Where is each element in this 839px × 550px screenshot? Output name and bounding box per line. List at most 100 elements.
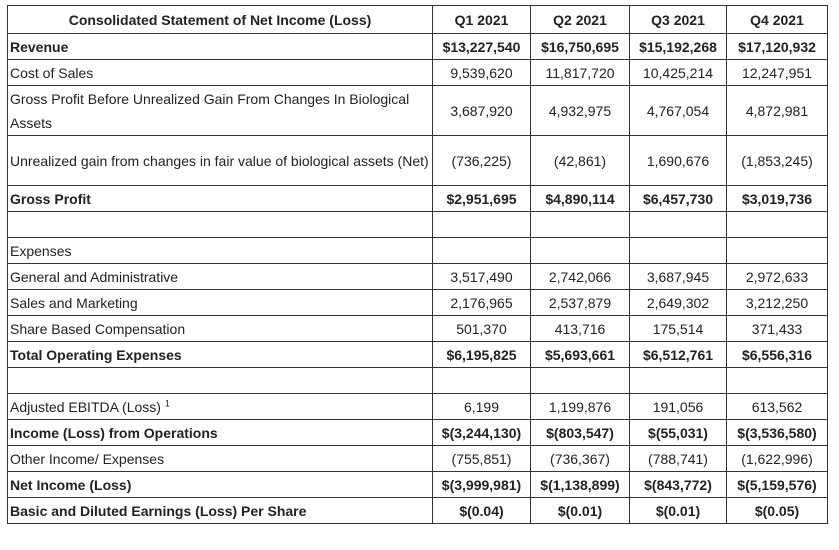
value-cell: 1,690,676: [629, 135, 727, 186]
value-cell: 413,716: [530, 315, 630, 342]
label-text: Cost of Sales: [10, 64, 94, 81]
row: General and Administrative 3,517,490 2,742…: [7, 263, 828, 290]
value-cell: $6,457,730: [629, 185, 727, 212]
row: Expenses: [7, 237, 828, 264]
row: Revenue $13,227,540 $16,750,695 $15,192,268…: [7, 33, 828, 60]
value-cell: (736,225): [432, 135, 531, 186]
row-label: Income (Loss) from Operations: [7, 419, 433, 446]
empty-cell: [629, 237, 727, 264]
label-text: Share Based Compensation: [10, 320, 186, 337]
value-cell: 11,817,720: [530, 59, 630, 86]
empty-cell: [726, 367, 828, 394]
value-cell: 501,370: [432, 315, 531, 342]
column-header: Q4 2021: [726, 5, 828, 34]
value-cell: $(0.01): [629, 497, 727, 524]
row-label: General and Administrative: [7, 263, 433, 290]
value-cell: $6,512,761: [629, 341, 727, 368]
row-label: Other Income/ Expenses: [7, 445, 433, 472]
label-text: Expenses: [10, 242, 72, 259]
value-cell: 2,537,879: [530, 289, 630, 316]
value-cell: $6,556,316: [726, 341, 828, 368]
value-cell: 3,687,920: [432, 85, 531, 136]
row-label: Revenue: [7, 33, 433, 60]
empty-cell: [629, 211, 727, 238]
empty-cell: [530, 367, 630, 394]
table-body: Consolidated Statement of Net Income (Lo…: [7, 5, 828, 524]
label-text: Sales and Marketing: [10, 294, 138, 311]
label-text: Adjusted EBITDA (Loss): [10, 398, 161, 415]
row-label: Gross Profit: [7, 185, 433, 212]
value-cell: $(0.05): [726, 497, 828, 524]
value-cell: $(0.04): [432, 497, 531, 524]
row: Total Operating Expenses $6,195,825 $5,693…: [7, 341, 828, 368]
table-title: Consolidated Statement of Net Income (Lo…: [7, 5, 433, 34]
row-label: Expenses: [7, 237, 433, 264]
label-text: Gross Profit: [10, 190, 91, 207]
value-cell: $5,693,661: [530, 341, 630, 368]
value-cell: 2,742,066: [530, 263, 630, 290]
row-label: Share Based Compensation: [7, 315, 433, 342]
value-cell: 2,176,965: [432, 289, 531, 316]
value-cell: (42,861): [530, 135, 630, 186]
value-cell: (1,622,996): [726, 445, 828, 472]
value-cell: $(0.01): [530, 497, 630, 524]
label-text: Unrealized gain from changes in fair val…: [10, 152, 429, 169]
spacer-row: [7, 211, 828, 238]
row-label: Sales and Marketing: [7, 289, 433, 316]
value-cell: 613,562: [726, 393, 828, 420]
empty-cell: [530, 237, 630, 264]
label-text: Income (Loss) from Operations: [10, 424, 218, 441]
empty-cell: [432, 211, 531, 238]
value-cell: 3,517,490: [432, 263, 531, 290]
row-label: Net Income (Loss): [7, 471, 433, 498]
value-cell: 2,972,633: [726, 263, 828, 290]
column-header: Q1 2021: [432, 5, 531, 34]
value-cell: 9,539,620: [432, 59, 531, 86]
value-cell: 1,199,876: [530, 393, 630, 420]
value-cell: (736,367): [530, 445, 630, 472]
empty-cell: [432, 237, 531, 264]
empty-cell: [629, 367, 727, 394]
empty-cell: [726, 211, 828, 238]
row: Cost of Sales 9,539,620 11,817,720 10,425,2…: [7, 59, 828, 86]
footnote-mark: 1: [164, 397, 170, 408]
row-label: Cost of Sales: [7, 59, 433, 86]
row-label: Gross Profit Before Unrealized Gain From…: [7, 85, 433, 136]
value-cell: $(3,999,981): [432, 471, 531, 498]
row: Adjusted EBITDA (Loss) 1 6,199 1,199,876 19…: [7, 393, 828, 420]
value-cell: $16,750,695: [530, 33, 630, 60]
empty-cell: [7, 211, 433, 238]
row: Sales and Marketing 2,176,965 2,537,879 2,6…: [7, 289, 828, 316]
label-text: Other Income/ Expenses: [10, 450, 165, 467]
row: Gross Profit $2,951,695 $4,890,114 $6,457,7…: [7, 185, 828, 212]
value-cell: $17,120,932: [726, 33, 828, 60]
income-table: Consolidated Statement of Net Income (Lo…: [7, 5, 828, 524]
value-cell: $(55,031): [629, 419, 727, 446]
value-cell: $(3,536,580): [726, 419, 828, 446]
empty-cell: [432, 367, 531, 394]
value-cell: $(1,138,899): [530, 471, 630, 498]
value-cell: $(5,159,576): [726, 471, 828, 498]
value-cell: $2,951,695: [432, 185, 531, 212]
row: Gross Profit Before Unrealized Gain From…: [7, 85, 828, 136]
value-cell: $(3,244,130): [432, 419, 531, 446]
column-header: Q3 2021: [629, 5, 727, 34]
row-label: Total Operating Expenses: [7, 341, 433, 368]
value-cell: 6,199: [432, 393, 531, 420]
value-cell: $3,019,736: [726, 185, 828, 212]
value-cell: $15,192,268: [629, 33, 727, 60]
label-text: Total Operating Expenses: [10, 346, 182, 363]
value-cell: 2,649,302: [629, 289, 727, 316]
row: Unrealized gain from changes in fair val…: [7, 135, 828, 186]
empty-cell: [530, 211, 630, 238]
value-cell: (1,853,245): [726, 135, 828, 186]
value-cell: 175,514: [629, 315, 727, 342]
label-text: Net Income (Loss): [10, 476, 132, 493]
empty-cell: [726, 237, 828, 264]
value-cell: (788,741): [629, 445, 727, 472]
value-cell: $6,195,825: [432, 341, 531, 368]
value-cell: $13,227,540: [432, 33, 531, 60]
value-cell: 3,212,250: [726, 289, 828, 316]
label-text: General and Administrative: [10, 268, 179, 285]
spacer-row: [7, 367, 828, 394]
